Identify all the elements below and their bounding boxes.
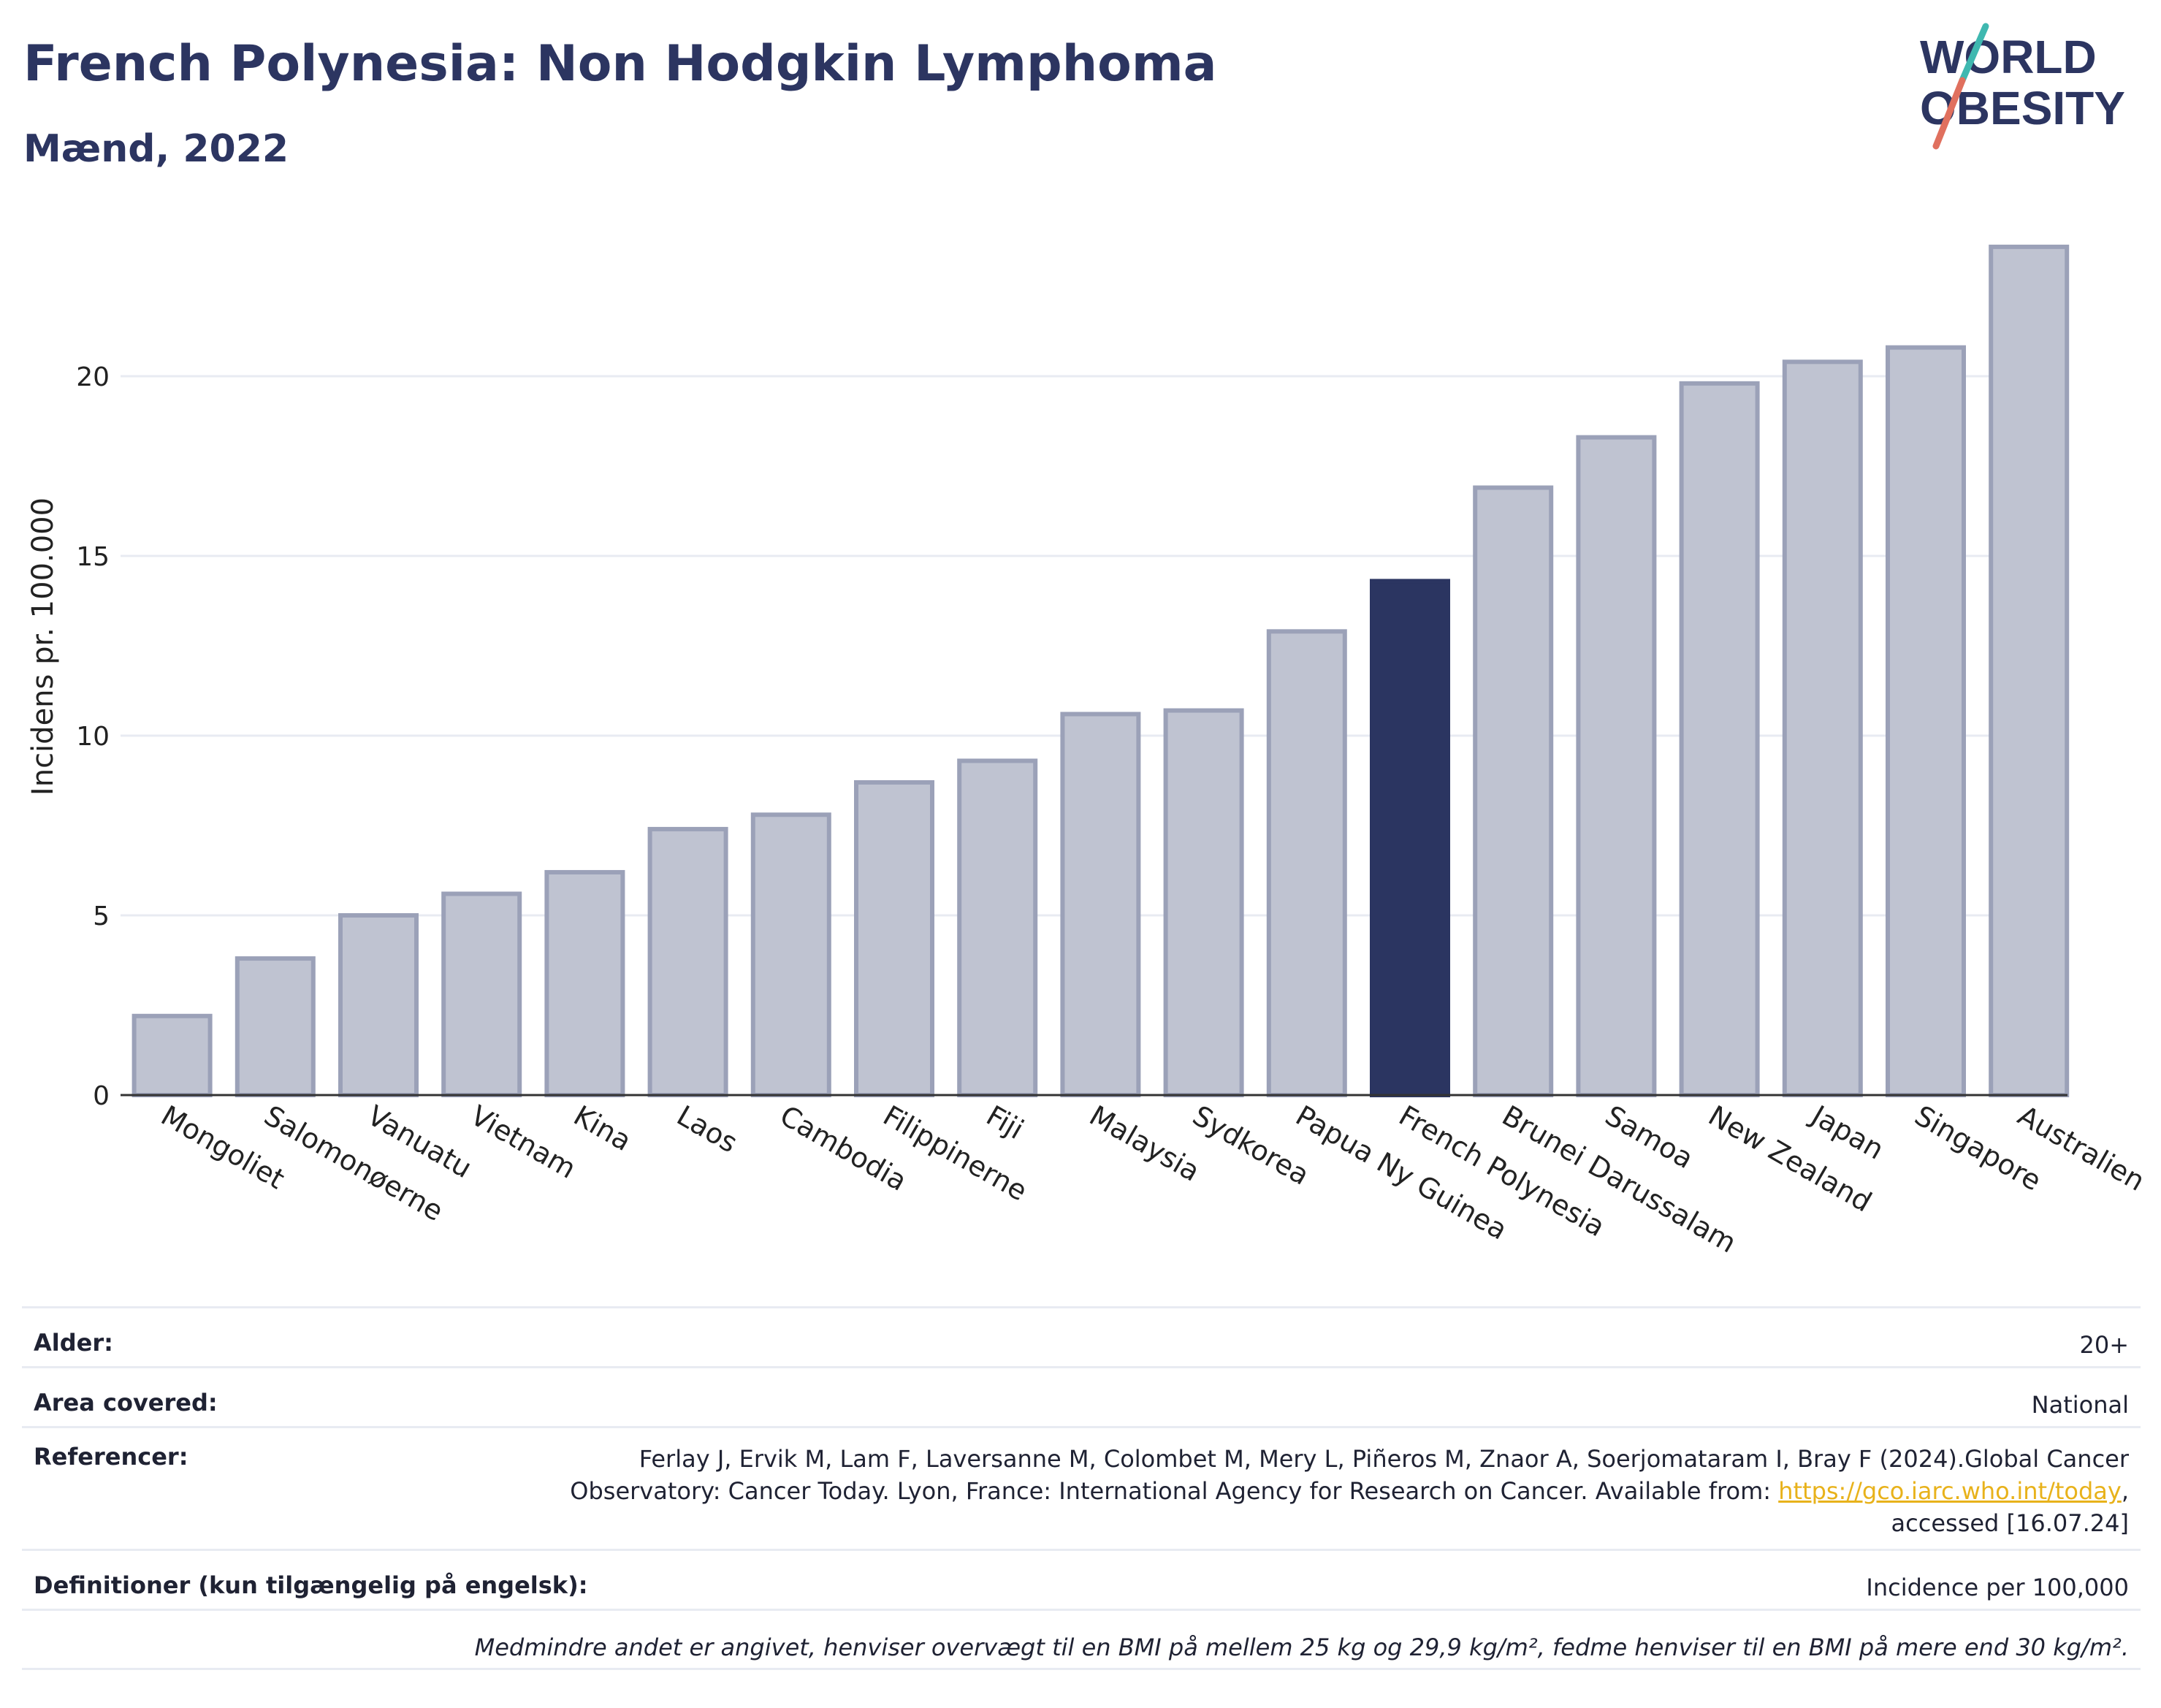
references-value: Ferlay J, Ervik M, Lam F, Laversanne M, …: [570, 1443, 2129, 1539]
bar: [338, 913, 419, 1097]
bmi-note: Medmindre andet er angivet, henviser ove…: [474, 1633, 2129, 1661]
definitions-value: Incidence per 100,000: [1866, 1574, 2129, 1601]
chart-subtitle: Mænd, 2022: [23, 127, 289, 171]
x-tick-label: Fiji: [981, 1099, 1029, 1145]
x-tick-label: Malaysia: [1084, 1099, 1205, 1188]
x-tick-label: Kina: [568, 1099, 637, 1158]
y-tick-label: 5: [93, 901, 110, 931]
y-tick-label: 10: [76, 722, 110, 752]
logo-slash-teal: [1959, 23, 1989, 84]
x-tick-label: Laos: [671, 1099, 743, 1159]
meta-row-references: Referencer: Ferlay J, Ervik M, Lam F, La…: [22, 1426, 2141, 1549]
meta-row-definitions: Definitioner (kun tilgængelig på engelsk…: [22, 1549, 2141, 1609]
ref-line-2-pre: Observatory: Cancer Today. Lyon, France:…: [570, 1477, 1779, 1505]
bar-chart: 0 5 10 15 20 MongolietSalomonøerneVanuatuVie…: [26, 244, 2150, 1259]
y-tick-label: 0: [93, 1081, 110, 1111]
bar: [1886, 345, 1966, 1097]
logo-word-world: WORLD: [1920, 31, 2097, 83]
chart-title: French Polynesia: Non Hodgkin Lymphoma: [23, 35, 1217, 93]
bar: [1163, 708, 1244, 1097]
bars: [132, 244, 2070, 1098]
bar: [1679, 381, 1760, 1097]
definitions-label: Definitioner (kun tilgængelig på engelsk…: [34, 1571, 588, 1599]
metadata-table: Alder: 20+ Area covered: National Refere…: [22, 1306, 2141, 1670]
bar: [1782, 359, 1863, 1097]
bar: [1576, 435, 1657, 1097]
world-obesity-logo: WORLD OBESITY: [1920, 23, 2125, 150]
y-axis-label: Incidens pr. 100.000: [26, 497, 60, 796]
x-tick-label: Salomonøerne: [259, 1099, 449, 1227]
x-tick-label: Vietnam: [465, 1099, 582, 1185]
bar: [441, 891, 522, 1097]
references-label: Referencer:: [34, 1443, 188, 1471]
y-tick-label: 20: [76, 362, 110, 392]
age-value: 20+: [2079, 1331, 2129, 1359]
ref-line-1: Ferlay J, Ervik M, Lam F, Laversanne M, …: [639, 1445, 2129, 1473]
bar: [544, 869, 625, 1097]
bar: [1060, 712, 1141, 1097]
meta-row-area: Area covered: National: [22, 1366, 2141, 1426]
x-tick-label: Sydkorea: [1187, 1099, 1315, 1192]
reference-link[interactable]: https://gco.iarc.who.int/today: [1778, 1477, 2122, 1505]
y-tick-label: 15: [76, 542, 110, 572]
ref-line-3: accessed [16.07.24]: [1891, 1509, 2129, 1537]
meta-row-age: Alder: 20+: [22, 1306, 2141, 1366]
bar: [750, 812, 831, 1097]
logo-slash-coral: [1932, 77, 1966, 150]
bar-highlight: [1370, 579, 1450, 1097]
bar: [132, 1013, 213, 1098]
meta-row-note: Medmindre andet er angivet, henviser ove…: [22, 1609, 2141, 1670]
y-tick-labels: 0 5 10 15 20: [76, 362, 110, 1111]
bar: [235, 956, 316, 1098]
bar: [1473, 485, 1554, 1097]
age-label: Alder:: [34, 1329, 113, 1357]
bar: [854, 779, 934, 1097]
bar: [1989, 244, 2070, 1097]
ref-line-2-post: ,: [2121, 1477, 2129, 1505]
bar: [647, 826, 728, 1098]
bar: [957, 758, 1038, 1097]
area-value: National: [2031, 1391, 2129, 1419]
bar: [1266, 629, 1347, 1097]
area-label: Area covered:: [34, 1389, 218, 1417]
